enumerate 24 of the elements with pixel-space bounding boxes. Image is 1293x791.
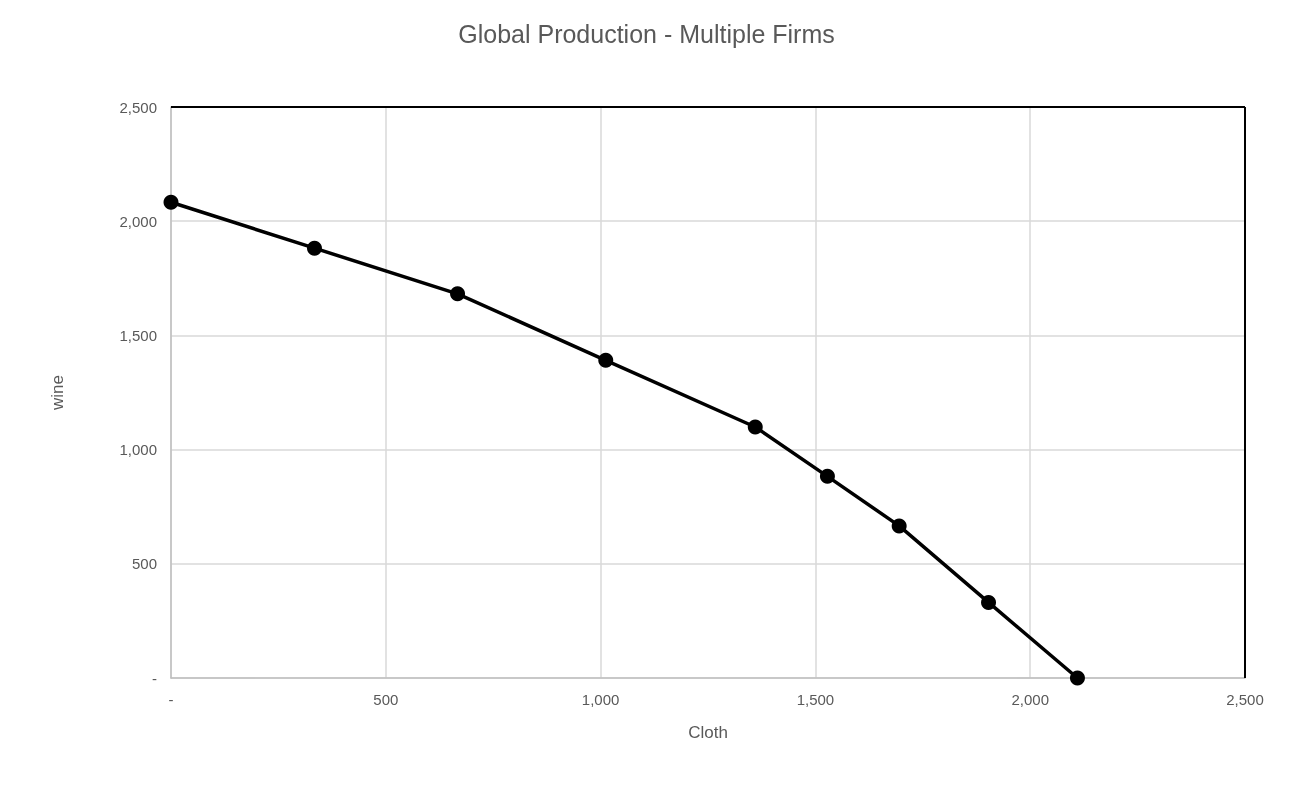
- point: [819, 468, 835, 484]
- y-tick-label: 2,500: [119, 98, 157, 116]
- x-tick-label: 2,000: [1011, 691, 1049, 708]
- point: [598, 352, 614, 368]
- point: [891, 518, 907, 534]
- x-tick-label: 500: [373, 691, 399, 708]
- point: [747, 419, 763, 435]
- y-tick-label: 2,000: [119, 212, 157, 230]
- y-tick-label: 1,000: [119, 441, 157, 459]
- point: [163, 194, 179, 210]
- y-tick-label: -: [152, 669, 157, 687]
- y-axis-title: wine: [48, 375, 67, 411]
- chart-title: Global Production - Multiple Firms: [458, 19, 835, 48]
- y-tick-label: 1,500: [119, 326, 157, 344]
- point: [981, 594, 997, 610]
- point: [307, 240, 322, 256]
- point: [1069, 670, 1085, 686]
- x-tick-label: 1,000: [581, 691, 620, 708]
- x-tick-label: 2,500: [1226, 691, 1264, 708]
- y-tick-label: 500: [131, 555, 157, 573]
- x-tick-label: 1,500: [796, 691, 835, 708]
- x-tick-label: -: [168, 691, 174, 708]
- point: [450, 286, 466, 302]
- x-axis-title: Cloth: [688, 723, 728, 742]
